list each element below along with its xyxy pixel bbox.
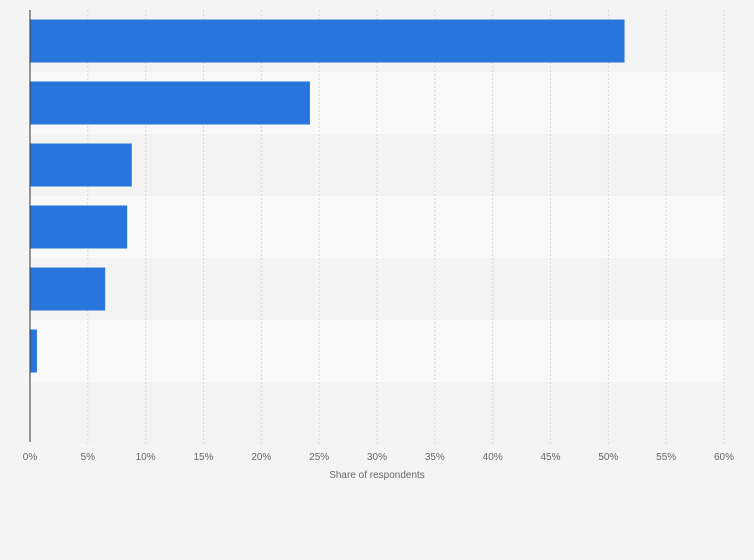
x-tick-label: 35%: [425, 452, 445, 463]
category-band: [30, 258, 724, 320]
x-tick-label: 60%: [714, 452, 734, 463]
x-tick-label: 15%: [193, 452, 213, 463]
bar: [30, 329, 37, 373]
bar: [30, 19, 625, 63]
bars: [30, 19, 625, 373]
x-tick-label: 5%: [81, 452, 96, 463]
x-tick-label: 10%: [136, 452, 156, 463]
x-tick-label: 45%: [540, 452, 560, 463]
bar: [30, 81, 310, 125]
x-tick-label: 50%: [598, 452, 618, 463]
bar: [30, 205, 128, 249]
category-band: [30, 134, 724, 196]
bar: [30, 267, 106, 311]
x-tick-label: 0%: [23, 452, 38, 463]
x-tick-label: 30%: [367, 452, 387, 463]
x-tick-labels: 0% 5% 10% 15% 20% 25% 30% 35% 40% 45% 50% 55% 60%: [23, 452, 734, 463]
x-tick-label: 25%: [309, 452, 329, 463]
x-axis-title: Share of respondents: [329, 470, 425, 481]
category-band: [30, 382, 724, 444]
x-tick-label: 20%: [251, 452, 271, 463]
x-tick-label: 40%: [483, 452, 503, 463]
bar: [30, 143, 132, 187]
x-tick-label: 55%: [656, 452, 676, 463]
